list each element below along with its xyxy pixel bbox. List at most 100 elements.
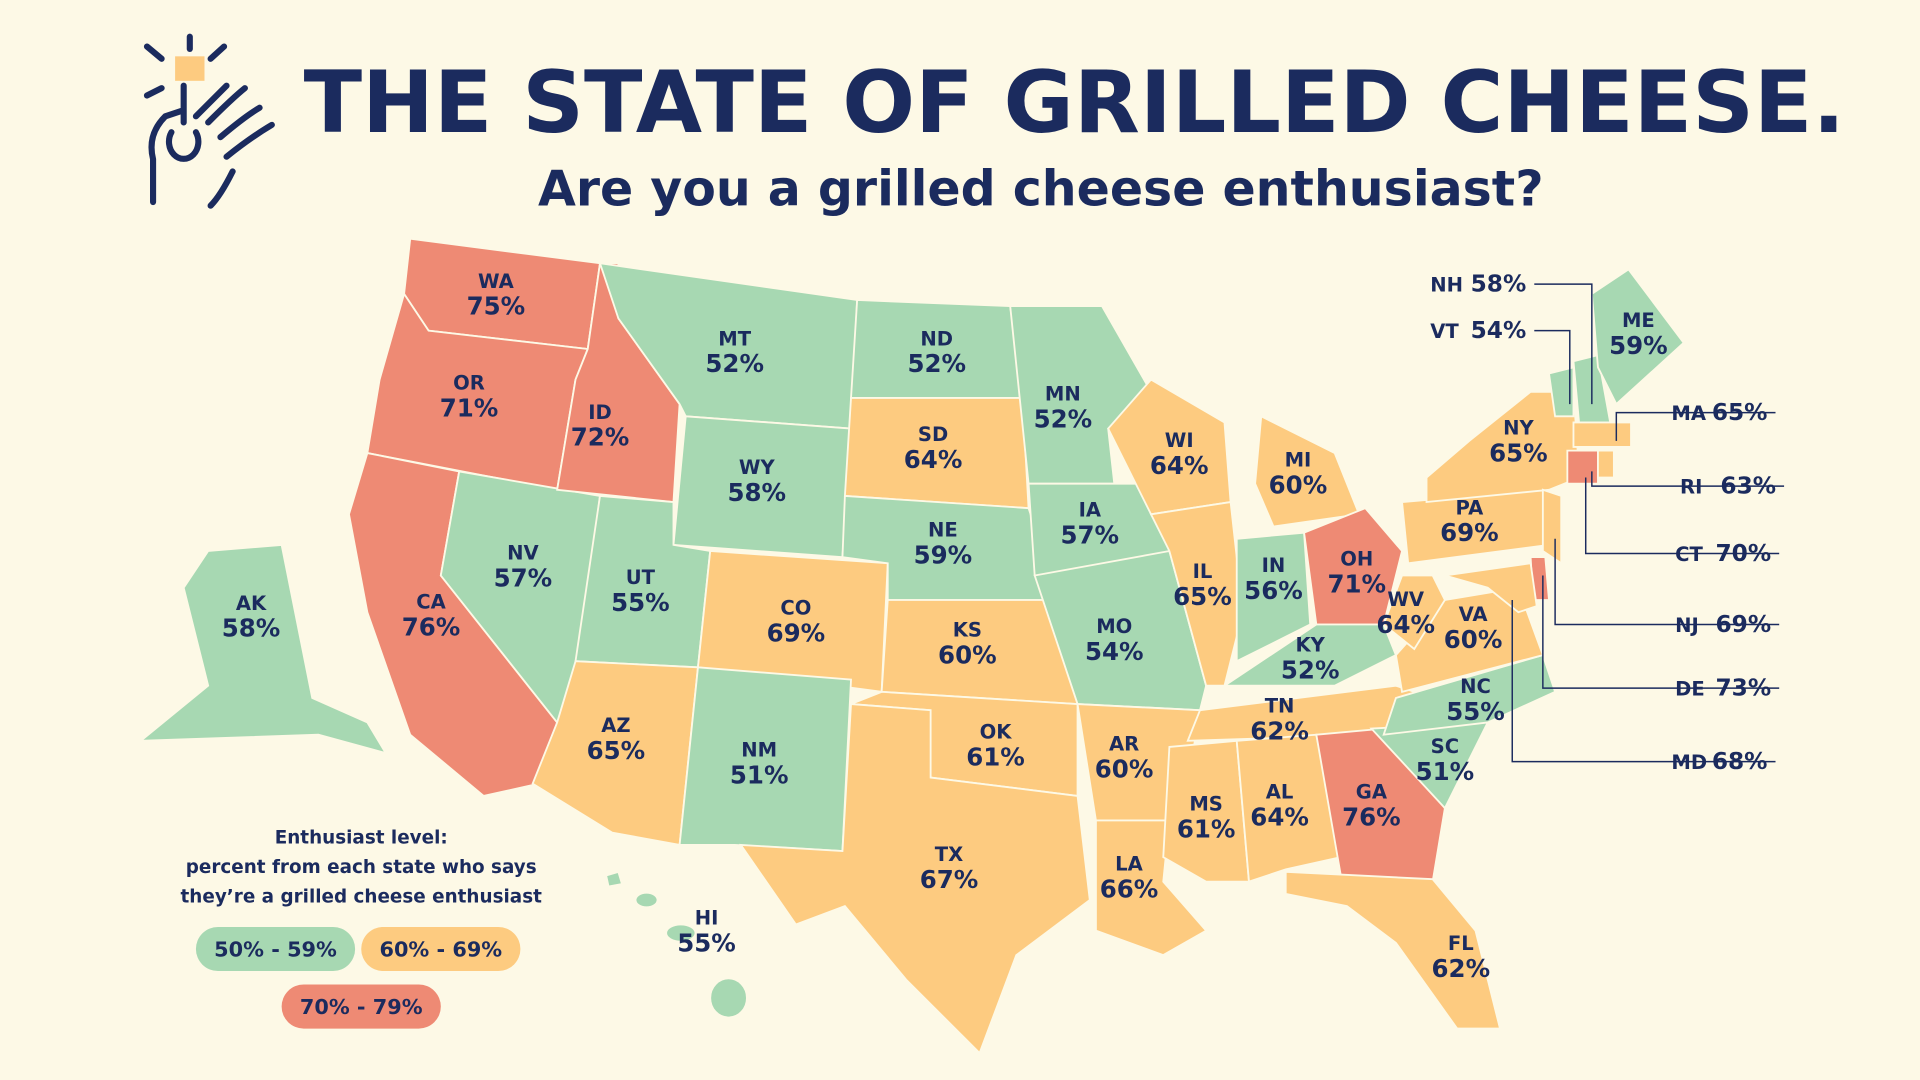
- state-value-label: 60%: [1095, 755, 1154, 784]
- legend-title: Enthusiast level:: [275, 828, 448, 849]
- state: [1284, 870, 1502, 1030]
- state-value-label: 54%: [1085, 637, 1144, 666]
- state: [1221, 623, 1398, 687]
- state-abbr: AK: [236, 592, 267, 615]
- state-abbr: MO: [1096, 615, 1132, 638]
- state-value-label: 64%: [1250, 802, 1309, 831]
- state-abbr: SC: [1431, 735, 1459, 758]
- legend-label: 60% - 69%: [379, 937, 502, 961]
- state-value-label: 55%: [677, 928, 736, 957]
- state: [1107, 378, 1232, 516]
- state-value-label: 71%: [1327, 570, 1386, 599]
- state-abbr: AL: [1266, 780, 1294, 803]
- hand-icon: [143, 33, 275, 209]
- state-island: [634, 891, 659, 909]
- state: [1235, 531, 1312, 663]
- state: [1303, 507, 1404, 626]
- leader-line: [1534, 329, 1571, 405]
- state-value-label: 58%: [222, 614, 281, 643]
- state-abbr: WV: [1387, 588, 1425, 611]
- leader-line: [1554, 538, 1780, 626]
- state-value-label: 67%: [920, 865, 979, 894]
- state-abbr: KS: [953, 619, 982, 642]
- state-value-label: 65%: [1489, 439, 1548, 468]
- state-abbr: OR: [453, 371, 485, 394]
- state-value-label: 76%: [1342, 802, 1401, 831]
- state-abbr: VT: [1430, 320, 1459, 343]
- state-abbr: IL: [1193, 560, 1213, 583]
- state-abbr: OH: [1340, 548, 1373, 571]
- state-value-label: 72%: [571, 423, 630, 452]
- leader-line: [1534, 283, 1593, 405]
- state-abbr: IA: [1079, 499, 1102, 522]
- state-abbr: ND: [920, 327, 953, 350]
- state-abbr: MS: [1189, 793, 1223, 816]
- state-value-label: 60%: [1444, 625, 1503, 654]
- title: THE STATE OF GRILLED CHEESE.: [304, 53, 1845, 153]
- state-value-label: 58%: [1471, 270, 1527, 297]
- state: [1382, 574, 1446, 651]
- state-abbr: GA: [1356, 780, 1388, 803]
- state-abbr: SD: [918, 423, 948, 446]
- state-value-label: 62%: [1432, 954, 1491, 983]
- state-abbr: NJ: [1675, 614, 1699, 637]
- state-value-label: 58%: [727, 478, 786, 507]
- state-value-label: 73%: [1716, 675, 1772, 702]
- state-value-label: 52%: [1281, 655, 1340, 684]
- state-abbr: NY: [1503, 417, 1534, 440]
- legend: 50% - 59% 60% - 69% 70% - 79%: [195, 926, 521, 1029]
- state-value-label: 52%: [705, 349, 764, 378]
- state-abbr: NM: [741, 739, 777, 762]
- state-abbr: NH: [1430, 273, 1463, 296]
- state-value-label: 55%: [1446, 697, 1505, 726]
- state-value-label: 61%: [1177, 815, 1236, 844]
- state: [738, 703, 1091, 1055]
- state-abbr: AZ: [601, 714, 630, 737]
- state-abbr: AR: [1109, 733, 1139, 756]
- state-value-label: 51%: [730, 761, 789, 790]
- state-abbr: IN: [1262, 554, 1286, 577]
- state-value-label: 52%: [1034, 404, 1093, 433]
- state-abbr: MD: [1671, 751, 1707, 774]
- state-map: [138, 237, 1685, 1055]
- state-value-label: 76%: [402, 613, 461, 642]
- state-abbr: DE: [1675, 678, 1705, 701]
- state-value-label: 60%: [938, 641, 997, 670]
- state: [1162, 739, 1250, 883]
- state-abbr: UT: [626, 566, 656, 589]
- leader-line: [1542, 575, 1780, 689]
- state-value-label: 55%: [611, 588, 670, 617]
- leader-line: [1511, 600, 1776, 763]
- state-value-label: 69%: [1440, 518, 1499, 547]
- state-value-label: 62%: [1250, 717, 1309, 746]
- state: [1444, 562, 1538, 614]
- leader-line: [1584, 477, 1780, 555]
- legend-label: 50% - 59%: [214, 937, 337, 961]
- state-abbr: OK: [980, 720, 1013, 743]
- legend-swatch: [195, 926, 356, 972]
- state-abbr: TN: [1265, 695, 1295, 718]
- state-value-label: 61%: [966, 742, 1025, 771]
- state-value-label: 65%: [1712, 399, 1768, 426]
- state-island: [665, 923, 697, 943]
- state-abbr: MA: [1671, 402, 1706, 425]
- state: [605, 870, 624, 888]
- state: [1597, 449, 1615, 479]
- state-value-label: 68%: [1712, 748, 1768, 775]
- state-value-label: 56%: [1244, 576, 1303, 605]
- state: [1547, 366, 1575, 418]
- state-abbr: CA: [416, 591, 446, 614]
- state-abbr: KY: [1296, 633, 1326, 656]
- state-value-label: 63%: [1720, 472, 1776, 499]
- legend-description: they’re a grilled cheese enthusiast: [181, 886, 543, 907]
- legend-swatch: [361, 926, 521, 972]
- state: [138, 543, 388, 755]
- state-abbr: LA: [1115, 853, 1143, 876]
- state-value-label: 64%: [1150, 451, 1209, 480]
- state-value-label: 64%: [1376, 610, 1435, 639]
- state-abbr: TX: [935, 843, 963, 866]
- state-value-label: 71%: [440, 393, 499, 422]
- legend-description: percent from each state who says: [186, 857, 537, 878]
- state-island: [709, 977, 748, 1019]
